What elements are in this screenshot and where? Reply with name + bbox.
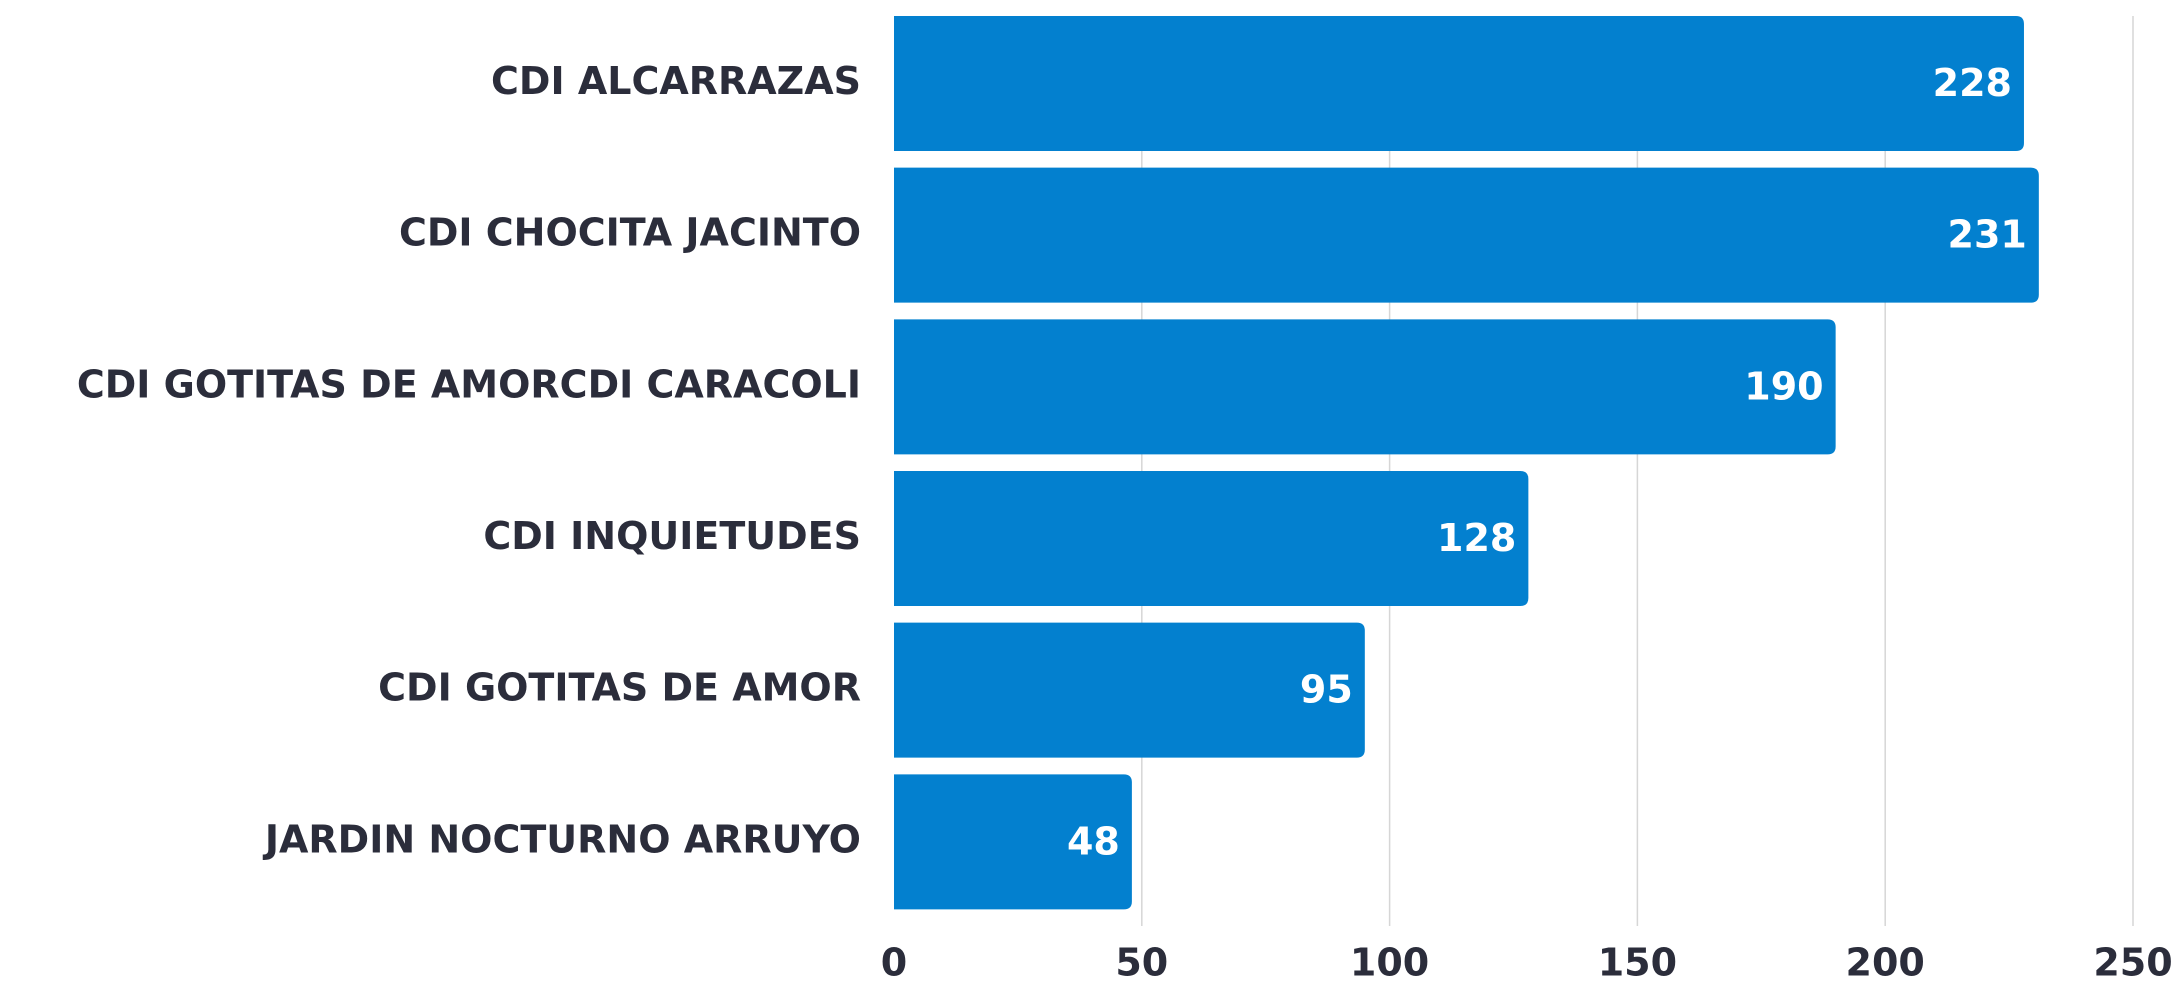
value-label: 228: [1933, 61, 2012, 105]
value-label: 95: [1300, 668, 1353, 712]
value-label: 128: [1437, 516, 1516, 560]
bar: [894, 16, 2024, 151]
x-tick-label: 0: [881, 941, 907, 984]
x-tick-label: 50: [1115, 941, 1168, 984]
x-tick-label: 250: [2093, 941, 2171, 984]
y-tick-label: CDI ALCARRAZAS: [491, 59, 861, 103]
y-tick-label: CDI INQUIETUDES: [483, 514, 861, 558]
y-tick-label: CDI GOTITAS DE AMOR: [378, 666, 861, 710]
value-label: 231: [1948, 213, 2027, 257]
bar: [894, 167, 2039, 303]
y-tick-label: CDI GOTITAS DE AMORCDI CARACOLI: [77, 362, 861, 406]
x-tick-label: 200: [1846, 941, 1925, 984]
x-tick-label: 150: [1598, 941, 1677, 984]
bar: [894, 319, 1836, 455]
value-label: 190: [1744, 364, 1823, 408]
y-tick-label: JARDIN NOCTURNO ARRUYO: [262, 817, 861, 861]
bar: [894, 622, 1365, 758]
bar: [894, 471, 1529, 606]
x-tick-label: 100: [1350, 941, 1429, 984]
y-tick-label: CDI CHOCITA JACINTO: [399, 211, 861, 255]
bar: [894, 774, 1132, 910]
value-label: 48: [1067, 819, 1120, 863]
